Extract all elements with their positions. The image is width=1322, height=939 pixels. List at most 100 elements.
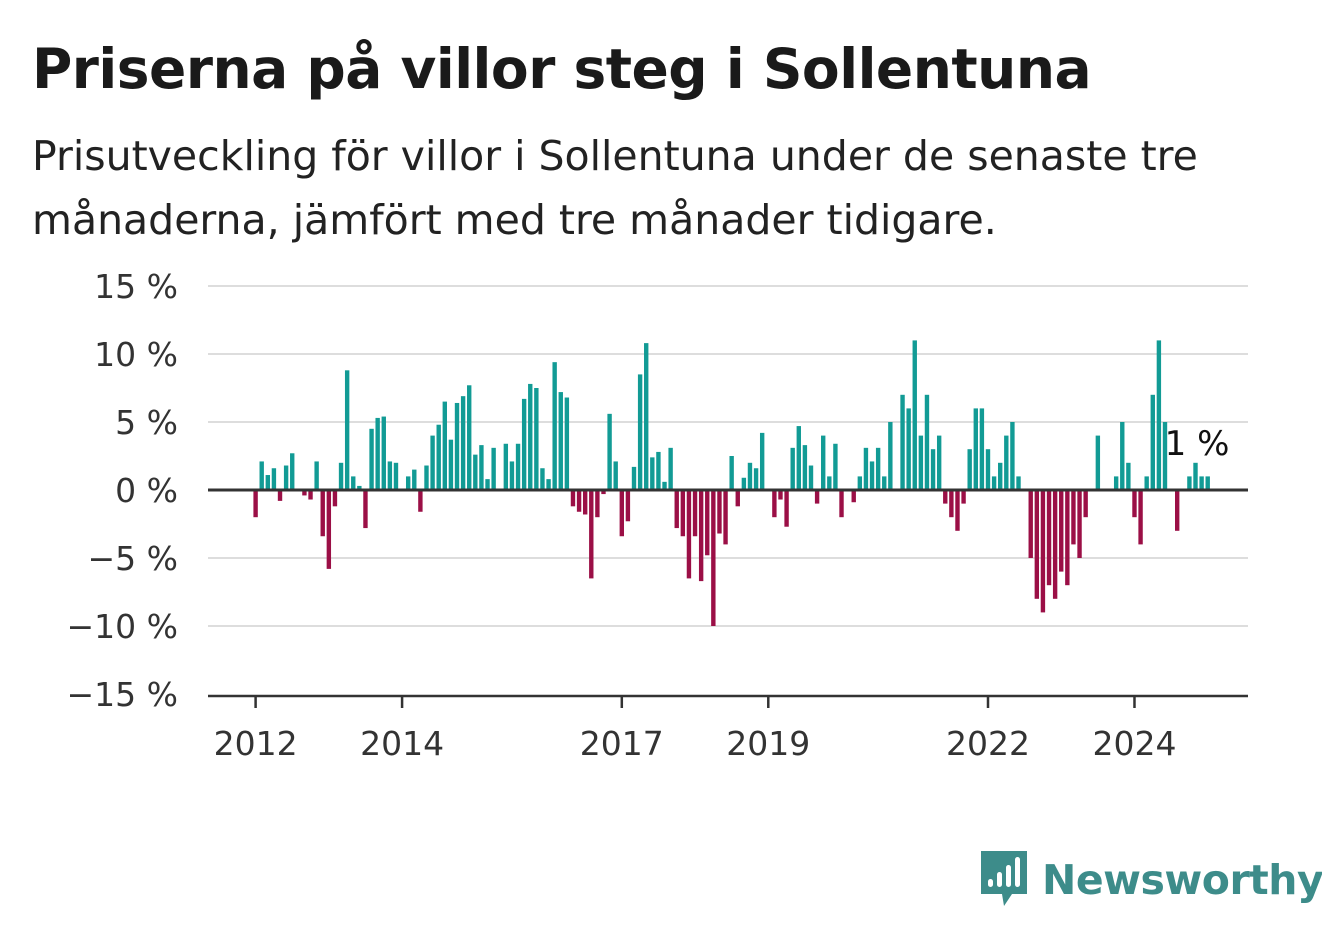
y-tick-label: 10 % <box>94 335 178 374</box>
bar <box>930 449 936 490</box>
bar <box>253 490 258 518</box>
bar <box>271 468 277 490</box>
bar <box>705 490 710 556</box>
bar <box>875 447 881 490</box>
bar <box>387 461 393 490</box>
bar <box>961 490 966 504</box>
bar <box>589 490 594 579</box>
bar <box>283 465 289 490</box>
bar <box>515 443 521 490</box>
bar <box>424 465 429 490</box>
bar <box>1162 422 1168 490</box>
bar <box>540 468 545 490</box>
bar <box>320 490 325 537</box>
bar <box>723 490 728 545</box>
bar <box>448 439 454 490</box>
bar <box>717 490 722 534</box>
x-tick-label: 2014 <box>360 724 444 763</box>
bar <box>442 401 447 490</box>
bar <box>357 485 362 490</box>
bar <box>900 394 905 490</box>
bar <box>460 396 466 490</box>
bar <box>1071 490 1076 545</box>
bar <box>265 475 271 490</box>
bar <box>686 490 692 579</box>
bar <box>601 490 606 495</box>
bar <box>869 461 875 490</box>
bar <box>277 490 283 501</box>
bar <box>521 398 527 490</box>
bar <box>1004 435 1009 490</box>
chart-subtitle: Prisutveckling för villor i Sollentuna u… <box>32 132 1198 244</box>
bar <box>619 490 624 537</box>
bars <box>253 340 1210 626</box>
bar <box>833 443 838 490</box>
bar <box>1150 394 1155 490</box>
bar <box>827 476 832 490</box>
bar <box>735 490 740 507</box>
bar <box>344 370 350 490</box>
x-tick-label: 2019 <box>726 724 810 763</box>
bar <box>888 422 893 490</box>
bar <box>1065 490 1070 586</box>
bar <box>558 392 563 490</box>
bar <box>509 461 515 490</box>
bar <box>949 490 954 518</box>
bar-chart-speech-bubble-icon <box>981 851 1027 906</box>
bar <box>936 435 942 490</box>
bar <box>607 413 612 490</box>
bar <box>473 454 478 490</box>
bar <box>1199 476 1204 490</box>
bar <box>943 490 948 504</box>
bar <box>753 468 759 490</box>
bar <box>1187 476 1192 490</box>
bar <box>802 445 808 490</box>
bar <box>625 490 631 522</box>
bar <box>851 490 856 503</box>
bar <box>924 394 930 490</box>
bar <box>808 465 814 490</box>
bar <box>759 432 765 490</box>
bar <box>1046 490 1052 586</box>
y-tick-label: −5 % <box>88 539 179 578</box>
bar <box>467 385 472 490</box>
bar <box>967 449 972 490</box>
bar <box>546 479 551 490</box>
bar <box>1175 490 1180 531</box>
x-tick-label: 2022 <box>946 724 1030 763</box>
newsworthy-logo: Newsworthy <box>978 848 1322 912</box>
bar <box>369 428 374 490</box>
bar <box>1144 476 1149 490</box>
bar <box>692 490 698 537</box>
y-tick-label: 0 % <box>115 471 178 510</box>
bar <box>1083 490 1088 518</box>
bar <box>1126 462 1131 490</box>
bar <box>479 445 484 490</box>
bar <box>1052 490 1058 599</box>
bar <box>485 479 490 490</box>
bar <box>582 490 588 515</box>
bar <box>332 490 338 507</box>
axes: 15 % 10 % 5 % 0 % −5 % −10 % −15 % 2012 2014 2017… <box>67 267 1248 763</box>
bar <box>747 462 753 490</box>
bar <box>1040 490 1046 613</box>
bar <box>998 462 1003 490</box>
bar <box>991 476 997 490</box>
bar <box>381 416 386 490</box>
bar <box>637 374 643 490</box>
bar <box>882 476 887 490</box>
bar <box>613 461 618 490</box>
bar <box>662 481 667 490</box>
bar <box>680 490 686 537</box>
bar <box>729 456 734 490</box>
bar <box>436 424 441 490</box>
bar <box>912 340 917 490</box>
bar <box>973 408 978 490</box>
bar <box>821 435 826 490</box>
brand-name: Newsworthy <box>1042 856 1322 904</box>
bar <box>918 435 924 490</box>
bar <box>412 469 417 490</box>
bar <box>595 490 600 518</box>
bar <box>326 490 332 569</box>
x-tick-label: 2012 <box>214 724 298 763</box>
